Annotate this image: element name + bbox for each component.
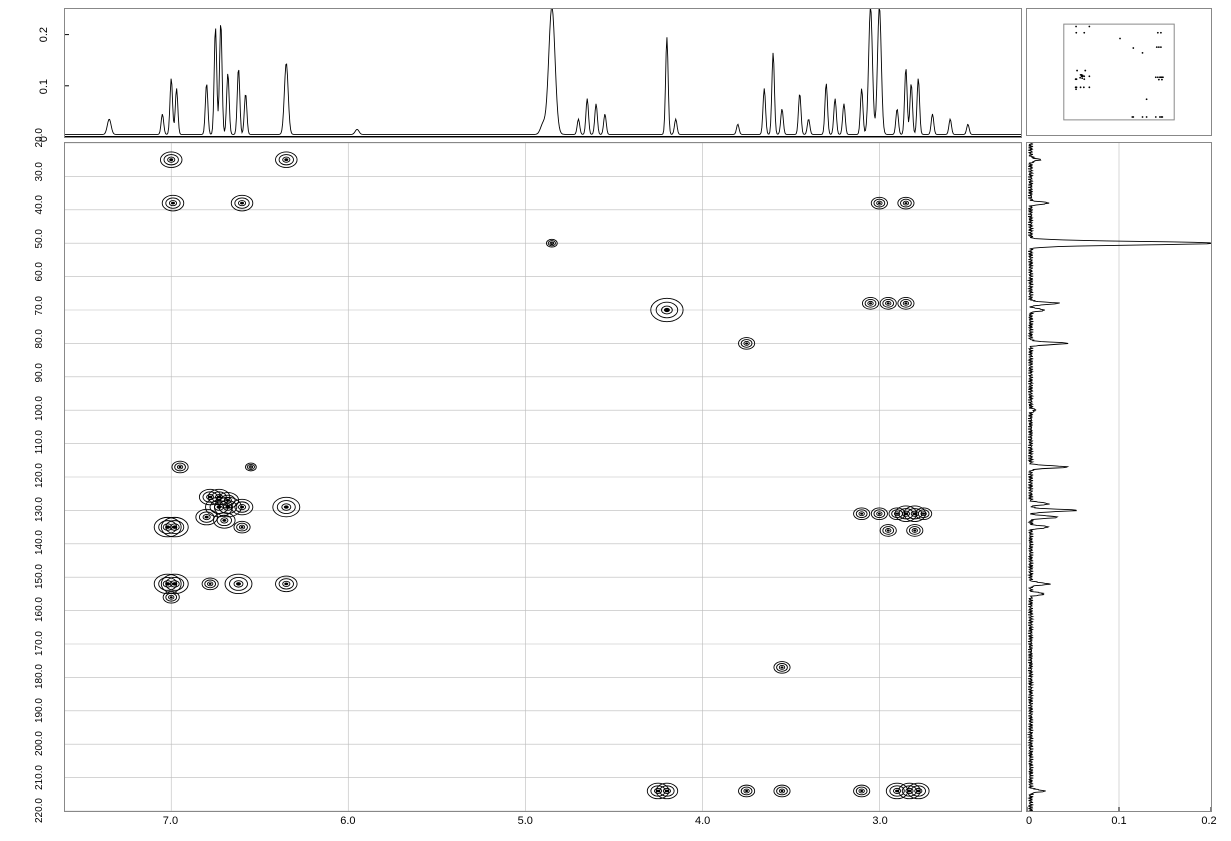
top-ytick-label: 0.2 [38, 27, 50, 42]
main-ytick-label: 220.0 [34, 798, 45, 823]
right-xtick-label: 0 [1026, 815, 1032, 827]
main-ytick-label: 130.0 [34, 497, 45, 522]
main-ytick-label: 210.0 [34, 765, 45, 790]
main-xtick-label: 3.0 [872, 815, 887, 827]
main-ytick-label: 150.0 [34, 564, 45, 589]
right-1d-spectrum [1026, 142, 1212, 812]
right-xtick-label: 0.2 [1201, 815, 1216, 827]
main-ytick-label: 60.0 [34, 262, 45, 281]
main-ytick-label: 50.0 [34, 229, 45, 248]
inset-minimap [1026, 8, 1212, 136]
main-ytick-label: 120.0 [34, 463, 45, 488]
main-ytick-label: 180.0 [34, 664, 45, 689]
main-ytick-label: 160.0 [34, 597, 45, 622]
main-xtick-label: 5.0 [518, 815, 533, 827]
main-ytick-label: 190.0 [34, 698, 45, 723]
nmr-2d-figure: 0 0.1 0.2 20.0 30.0 40.0 50.0 60.0 70.0 80.0 90… [0, 0, 1231, 841]
main-ytick-label: 110.0 [34, 430, 45, 454]
main-ytick-label: 40.0 [34, 195, 45, 214]
main-2d-contour-plot [64, 142, 1022, 812]
main-ytick-label: 170.0 [34, 631, 45, 656]
top-1d-spectrum [64, 8, 1022, 138]
main-ytick-label: 200.0 [34, 731, 45, 756]
main-ytick-label: 140.0 [34, 530, 45, 555]
right-xtick-label: 0.1 [1111, 815, 1126, 827]
main-ytick-label: 80.0 [34, 329, 45, 348]
main-xaxis: 7.0 6.0 5.0 4.0 3.0 [64, 815, 1022, 835]
main-ytick-label: 90.0 [34, 363, 45, 382]
main-xtick-label: 4.0 [695, 815, 710, 827]
main-yaxis: 20.030.040.050.060.070.080.090.0100.0110… [28, 142, 62, 812]
main-ytick-label: 20.0 [34, 128, 45, 147]
top-spectrum-yaxis: 0 0.1 0.2 [30, 8, 60, 138]
main-ytick-label: 70.0 [34, 296, 45, 315]
main-xtick-label: 6.0 [340, 815, 355, 827]
right-xaxis: 0 0.1 0.2 [1026, 815, 1212, 835]
main-xtick-label: 7.0 [163, 815, 178, 827]
main-ytick-label: 30.0 [34, 162, 45, 181]
top-ytick-label: 0.1 [38, 79, 50, 94]
main-ytick-label: 100.0 [34, 396, 45, 421]
